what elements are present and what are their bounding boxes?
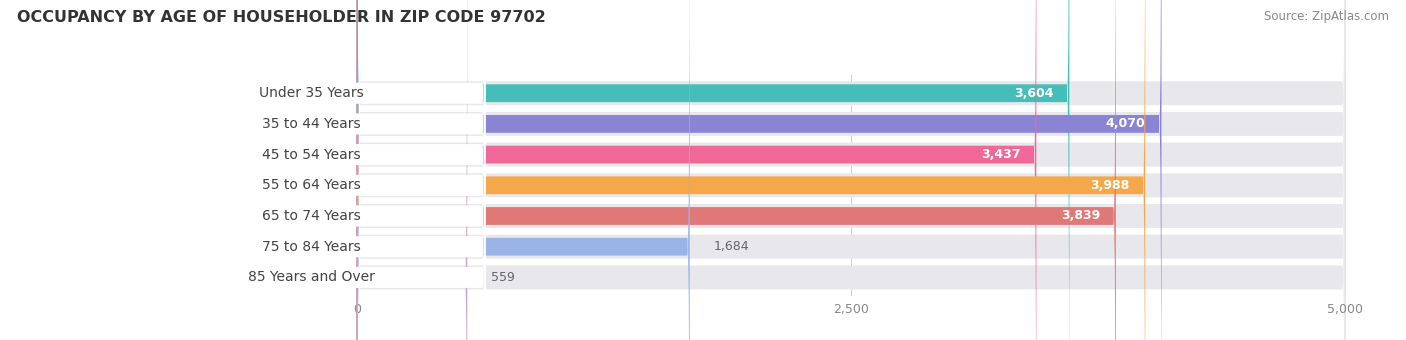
Text: 3,988: 3,988 [1090,179,1129,192]
FancyBboxPatch shape [124,0,485,340]
FancyBboxPatch shape [357,0,1146,340]
Text: 3,604: 3,604 [1014,87,1053,100]
Text: 75 to 84 Years: 75 to 84 Years [263,240,361,254]
Text: 3,839: 3,839 [1060,209,1099,222]
Text: 1,684: 1,684 [713,240,749,253]
FancyBboxPatch shape [357,0,1346,340]
Text: 55 to 64 Years: 55 to 64 Years [263,178,361,192]
FancyBboxPatch shape [357,0,1346,340]
FancyBboxPatch shape [124,0,485,340]
FancyBboxPatch shape [357,0,1161,340]
FancyBboxPatch shape [357,0,1036,340]
FancyBboxPatch shape [357,0,1346,340]
FancyBboxPatch shape [124,0,485,340]
FancyBboxPatch shape [124,0,485,340]
Text: Source: ZipAtlas.com: Source: ZipAtlas.com [1264,10,1389,23]
FancyBboxPatch shape [357,0,467,340]
Text: OCCUPANCY BY AGE OF HOUSEHOLDER IN ZIP CODE 97702: OCCUPANCY BY AGE OF HOUSEHOLDER IN ZIP C… [17,10,546,25]
FancyBboxPatch shape [357,0,1346,340]
Text: 65 to 74 Years: 65 to 74 Years [263,209,361,223]
FancyBboxPatch shape [124,0,485,340]
Text: 35 to 44 Years: 35 to 44 Years [263,117,361,131]
FancyBboxPatch shape [357,0,1116,340]
FancyBboxPatch shape [124,0,485,340]
FancyBboxPatch shape [357,0,690,340]
Text: 85 Years and Over: 85 Years and Over [249,270,375,284]
FancyBboxPatch shape [124,0,485,340]
Text: 559: 559 [491,271,515,284]
Text: 4,070: 4,070 [1107,117,1146,131]
FancyBboxPatch shape [357,0,1346,340]
FancyBboxPatch shape [357,0,1070,340]
Text: 3,437: 3,437 [981,148,1021,161]
FancyBboxPatch shape [357,0,1346,340]
Text: Under 35 Years: Under 35 Years [259,86,364,100]
FancyBboxPatch shape [357,0,1346,340]
Text: 45 to 54 Years: 45 to 54 Years [263,148,361,162]
